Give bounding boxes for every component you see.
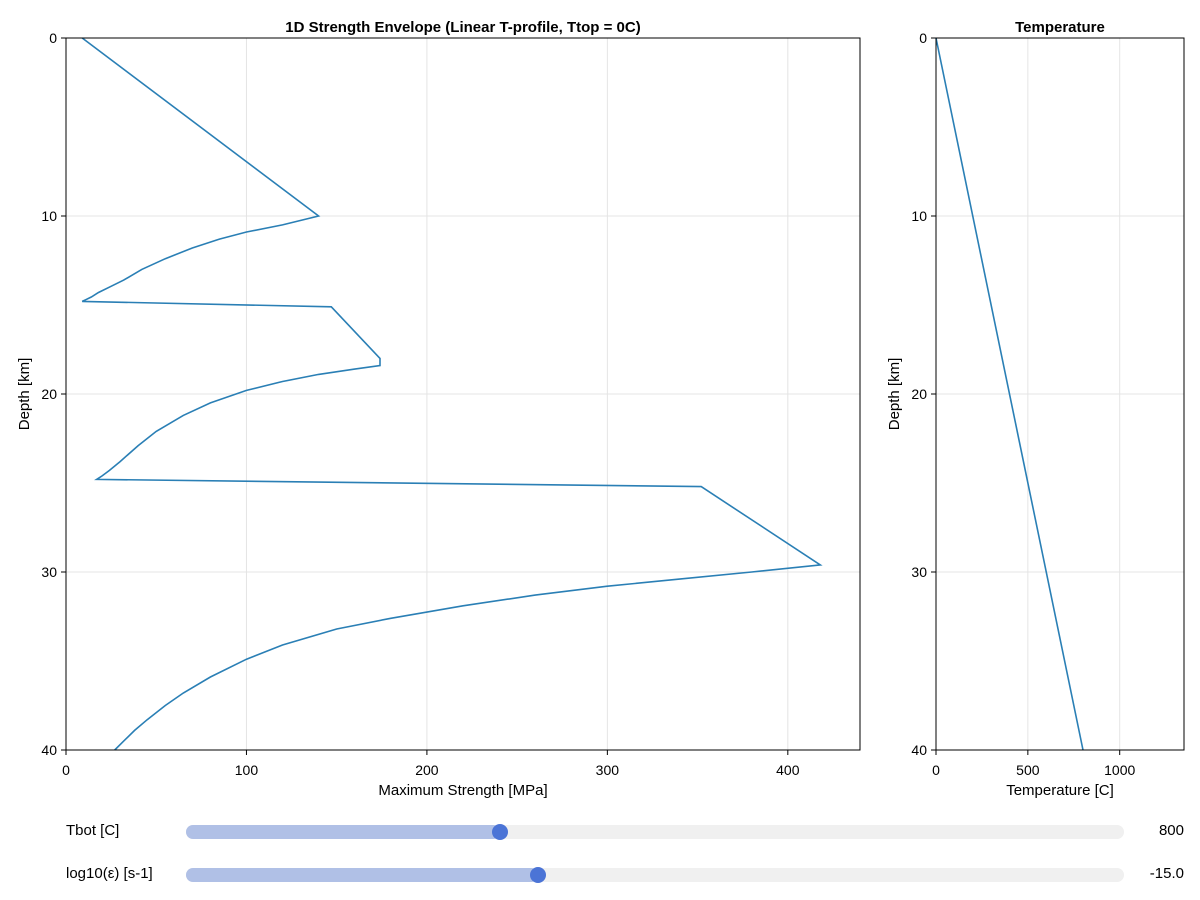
strength-x-tick-label: 0 xyxy=(62,762,70,778)
strength-grid xyxy=(66,38,860,750)
temperature-x-tick-label: 500 xyxy=(1016,762,1040,778)
strength-plot-frame xyxy=(65,37,861,751)
strength-y-tick-label: 20 xyxy=(41,386,57,402)
temperature-chart-title: Temperature xyxy=(1015,19,1105,36)
temperature-y-tick-label: 40 xyxy=(911,742,927,758)
tbot-slider-thumb[interactable] xyxy=(492,824,509,840)
temperature-y-tick-label: 30 xyxy=(911,564,927,580)
strain-rate-slider-track[interactable] xyxy=(186,867,1124,883)
strength-y-tick-label: 0 xyxy=(49,30,57,46)
strain-rate-slider-value: -15.0 xyxy=(1149,865,1184,882)
temperature-y-tick-label: 0 xyxy=(919,30,927,46)
temperature-plot-frame xyxy=(935,37,1185,751)
temperature-y-tick-label: 10 xyxy=(911,208,927,224)
temperature-x-tick-label: 1000 xyxy=(1104,762,1135,778)
strain-rate-slider-label: log10(ε) [s-1] xyxy=(66,865,153,882)
temperature-panel: Temperature 0 500 1000 0 10 20 30 40 Temperatur… xyxy=(886,19,1185,799)
strain-rate-slider-thumb[interactable] xyxy=(529,867,546,883)
tbot-slider-row: Tbot [C] 800 xyxy=(0,820,1200,844)
strength-y-tick-label: 10 xyxy=(41,208,57,224)
tbot-slider-value: 800 xyxy=(1158,822,1184,839)
tbot-slider-fill xyxy=(186,825,501,839)
temperature-x-axis-label: Temperature [C] xyxy=(1006,782,1114,799)
strength-x-tick-label: 300 xyxy=(596,762,620,778)
strength-envelope-panel: 1D Strength Envelope (Linear T-profile, … xyxy=(16,19,861,799)
strength-ticks: 0 100 200 300 400 0 10 20 30 40 xyxy=(41,30,799,778)
strain-rate-slider-fill xyxy=(186,868,538,882)
temperature-ticks: 0 500 1000 0 10 20 30 40 xyxy=(911,30,1135,778)
strength-x-tick-label: 200 xyxy=(415,762,439,778)
strength-x-axis-label: Maximum Strength [MPa] xyxy=(378,782,547,799)
plots-canvas: 1D Strength Envelope (Linear T-profile, … xyxy=(16,19,1185,799)
tbot-slider-track[interactable] xyxy=(186,824,1124,840)
tbot-slider-label: Tbot [C] xyxy=(66,822,120,839)
strain-rate-slider-row: log10(ε) [s-1] -15.0 xyxy=(0,863,1200,887)
strength-y-tick-label: 40 xyxy=(41,742,57,758)
strength-y-axis-label: Depth [km] xyxy=(16,358,33,431)
temperature-grid xyxy=(936,38,1184,750)
strength-chart-title: 1D Strength Envelope (Linear T-profile, … xyxy=(285,19,640,36)
temperature-y-tick-label: 20 xyxy=(911,386,927,402)
strength-envelope-line xyxy=(81,37,823,751)
temperature-profile-line xyxy=(935,37,1084,751)
strength-x-tick-label: 400 xyxy=(776,762,800,778)
temperature-y-axis-label: Depth [km] xyxy=(886,358,903,431)
strength-y-tick-label: 30 xyxy=(41,564,57,580)
temperature-x-tick-label: 0 xyxy=(932,762,940,778)
strength-x-tick-label: 100 xyxy=(235,762,259,778)
